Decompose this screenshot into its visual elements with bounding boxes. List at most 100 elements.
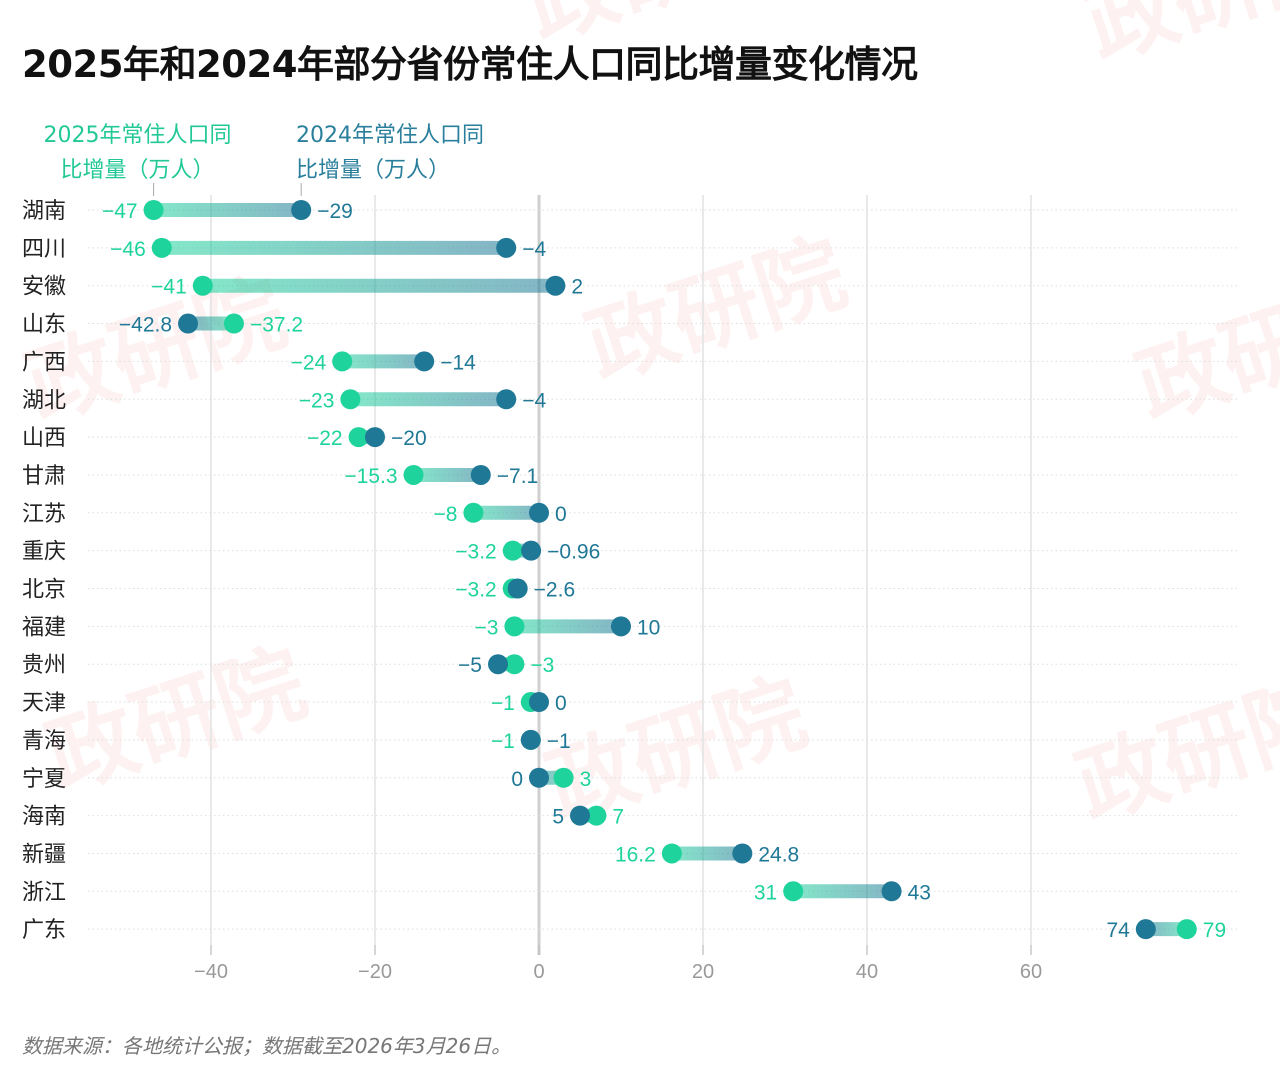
point-2025: [463, 502, 484, 523]
data-label-2024: 43: [908, 881, 931, 904]
data-label-2024: −29: [317, 200, 353, 223]
data-label-2024: 24.8: [758, 843, 799, 866]
category-label: 山西: [22, 426, 66, 451]
point-2025: [403, 464, 424, 485]
data-label-2024: 0: [511, 768, 523, 791]
point-2024: [1135, 919, 1156, 940]
data-label-2025: −24: [291, 351, 327, 374]
data-label-2024: −42.8: [119, 314, 172, 337]
legend-2024-line2: 比增量（万人）: [296, 158, 451, 183]
point-2025: [553, 767, 574, 788]
category-label: 四川: [22, 237, 66, 262]
watermark: 政研院: [515, 0, 798, 60]
x-tick-label: −40: [194, 961, 228, 983]
data-label-2024: 5: [552, 806, 564, 829]
watermark: 政研院: [35, 630, 318, 810]
legend-2025-line2: 比增量（万人）: [60, 158, 215, 183]
data-label-2025: 7: [612, 806, 624, 829]
x-tick-label: 0: [533, 961, 544, 983]
point-2024: [570, 805, 590, 826]
data-label-2025: −23: [299, 389, 335, 412]
data-label-2024: −2.6: [534, 579, 575, 602]
data-label-2024: −7.1: [497, 465, 538, 488]
category-label: 广西: [22, 350, 66, 375]
watermark: 政研院: [1125, 260, 1280, 440]
chart-title: 2025年和2024年部分省份常住人口同比增量变化情况: [22, 43, 918, 86]
point-2024: [545, 275, 566, 296]
data-label-2024: 0: [555, 692, 567, 715]
data-label-2024: −4: [522, 238, 546, 261]
point-2024: [507, 578, 528, 599]
point-2024: [488, 654, 508, 675]
data-label-2024: −0.96: [547, 541, 600, 564]
data-label-2024: 74: [1106, 919, 1130, 942]
point-2025: [340, 389, 361, 410]
point-2024: [529, 767, 549, 788]
point-2025: [348, 427, 369, 448]
footnote: 数据来源：各地统计公报；数据截至2026年3月26日。: [22, 1034, 512, 1058]
category-label: 贵州: [22, 653, 66, 678]
category-label: 北京: [22, 578, 66, 603]
point-2024: [365, 427, 385, 448]
category-label: 浙江: [22, 880, 66, 905]
point-2024: [496, 237, 517, 258]
point-2025: [504, 616, 525, 637]
data-label-2025: −1: [491, 730, 515, 753]
category-label: 江苏: [22, 502, 66, 527]
data-label-2025: −1: [491, 692, 515, 715]
point-2025: [1176, 919, 1197, 940]
data-label-2024: 2: [571, 276, 583, 299]
point-2025: [192, 275, 213, 296]
watermark: 政研院: [575, 220, 858, 400]
point-2024: [529, 692, 549, 713]
category-label: 天津: [22, 691, 66, 716]
legend-2025: 2025年常住人口同 比增量（万人）: [30, 118, 245, 188]
watermark: 政研院: [1065, 660, 1280, 840]
legend-2025-line1: 2025年常住人口同: [43, 123, 232, 148]
data-label-2025: −47: [102, 200, 138, 223]
x-tick-label: 40: [856, 961, 878, 983]
point-2024: [611, 616, 631, 637]
data-label-2024: 0: [555, 503, 567, 526]
category-label: 海南: [22, 805, 66, 830]
category-label: 重庆: [22, 540, 66, 565]
data-label-2024: −20: [391, 427, 427, 450]
category-label: 湖北: [22, 388, 66, 413]
point-2024: [291, 200, 312, 220]
data-label-2025: −41: [151, 276, 187, 299]
x-tick-label: 20: [692, 961, 714, 983]
category-label: 宁夏: [22, 767, 66, 792]
point-2024: [496, 389, 517, 410]
data-label-2025: −22: [307, 427, 343, 450]
point-2025: [783, 881, 804, 902]
x-tick-label: 60: [1020, 961, 1042, 983]
category-label: 湖南: [22, 199, 66, 224]
data-label-2024: −5: [458, 654, 482, 677]
category-label: 新疆: [22, 842, 66, 867]
point-2024: [521, 540, 542, 561]
data-label-2025: −3: [530, 654, 554, 677]
point-2025: [151, 237, 172, 258]
point-2025: [661, 843, 682, 864]
point-2024: [470, 464, 491, 485]
legend-2024-line1: 2024年常住人口同: [296, 123, 484, 148]
legend-2024: 2024年常住人口同 比增量（万人）: [296, 118, 511, 188]
data-label-2025: −15.3: [344, 465, 397, 488]
category-label: 安徽: [22, 275, 66, 300]
data-label-2025: −37.2: [250, 314, 303, 337]
point-2025: [586, 805, 607, 826]
point-2025: [332, 351, 353, 372]
data-label-2025: −3.2: [455, 579, 496, 602]
data-label-2025: 16.2: [615, 843, 656, 866]
point-2024: [520, 729, 541, 750]
data-label-2024: 10: [637, 616, 660, 639]
point-2025: [502, 540, 523, 561]
point-2025: [223, 313, 244, 334]
point-2024: [529, 502, 549, 523]
data-label-2025: −46: [110, 238, 146, 261]
x-tick-label: −20: [358, 961, 392, 983]
data-label-2025: 3: [580, 768, 592, 791]
data-label-2025: −8: [433, 503, 457, 526]
watermark: 政研院: [1075, 0, 1280, 80]
